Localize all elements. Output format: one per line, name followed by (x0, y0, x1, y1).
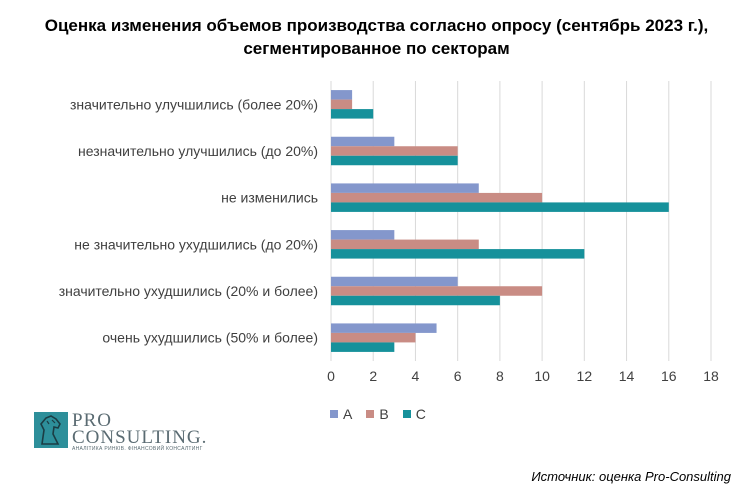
chart-title: Оценка изменения объемов производства со… (44, 16, 709, 58)
bar-B-3 (331, 239, 479, 250)
bar-C-3 (331, 249, 585, 259)
legend: A B C (330, 406, 426, 422)
legend-item-C: C (402, 406, 426, 422)
bar-C-2 (331, 202, 669, 212)
x-tick-label: 0 (327, 368, 335, 384)
bar-A-4 (331, 276, 458, 287)
bar-A-0 (331, 90, 353, 100)
x-tick-label: 6 (454, 368, 462, 384)
x-tick-label: 10 (534, 368, 550, 384)
bar-C-1 (331, 155, 458, 166)
logo-text-consulting: CONSULTING. (72, 427, 208, 448)
bar-chart: значительно улучшились (более 20%) незнач… (59, 81, 719, 384)
bar-A-3 (331, 230, 395, 240)
x-tick-label: 12 (577, 368, 593, 384)
category-label: не изменились (221, 190, 318, 206)
x-tick-label: 4 (412, 368, 420, 384)
bars (331, 90, 669, 352)
bar-B-2 (331, 192, 543, 203)
bar-A-5 (331, 323, 437, 333)
category-label: не значительно ухудшились (до 20%) (74, 236, 318, 252)
x-tick-label: 14 (619, 368, 635, 384)
category-labels: значительно улучшились (более 20%) незнач… (59, 96, 318, 345)
category-label: значительно ухудшились (20% и более) (59, 283, 318, 299)
legend-label: B (379, 406, 389, 422)
legend-item-B: B (366, 406, 389, 422)
legend-swatch (366, 410, 375, 418)
x-tick-label: 2 (369, 368, 377, 384)
category-label: очень ухудшились (50% и более) (102, 330, 318, 346)
bar-C-5 (331, 342, 395, 352)
x-tick-label: 16 (661, 368, 677, 384)
category-label: значительно улучшились (более 20%) (70, 96, 318, 112)
logo-text-pro: PRO (72, 410, 112, 431)
bar-B-0 (331, 99, 353, 110)
legend-swatch (402, 410, 411, 418)
gridlines (330, 81, 712, 361)
legend-swatch (330, 410, 338, 418)
pro-consulting-logo: PRO CONSULTING. АНАЛІТИКА РИНКІВ. ФІНАНС… (34, 410, 214, 452)
bar-B-5 (331, 332, 416, 343)
x-tick-label: 8 (496, 368, 504, 384)
bar-B-1 (331, 146, 458, 156)
bar-A-1 (331, 136, 395, 147)
bar-B-4 (331, 286, 543, 296)
logo-tagline: АНАЛІТИКА РИНКІВ. ФІНАНСОВИЙ КОНСАЛТИНГ (72, 446, 203, 452)
bar-A-2 (331, 183, 479, 193)
source-note: Источник: оценка Pro-Consulting (531, 469, 731, 484)
legend-item-A: A (330, 406, 352, 422)
bar-C-0 (331, 109, 374, 119)
tick-labels: 0 2 4 6 8 10 12 14 16 18 (327, 368, 719, 384)
x-tick-label: 18 (703, 368, 719, 384)
legend-label: C (415, 406, 426, 422)
horse-head-icon (34, 412, 68, 448)
legend-label: A (343, 406, 353, 422)
bar-C-4 (331, 295, 500, 306)
category-label: незначительно улучшились (до 20%) (78, 143, 318, 159)
